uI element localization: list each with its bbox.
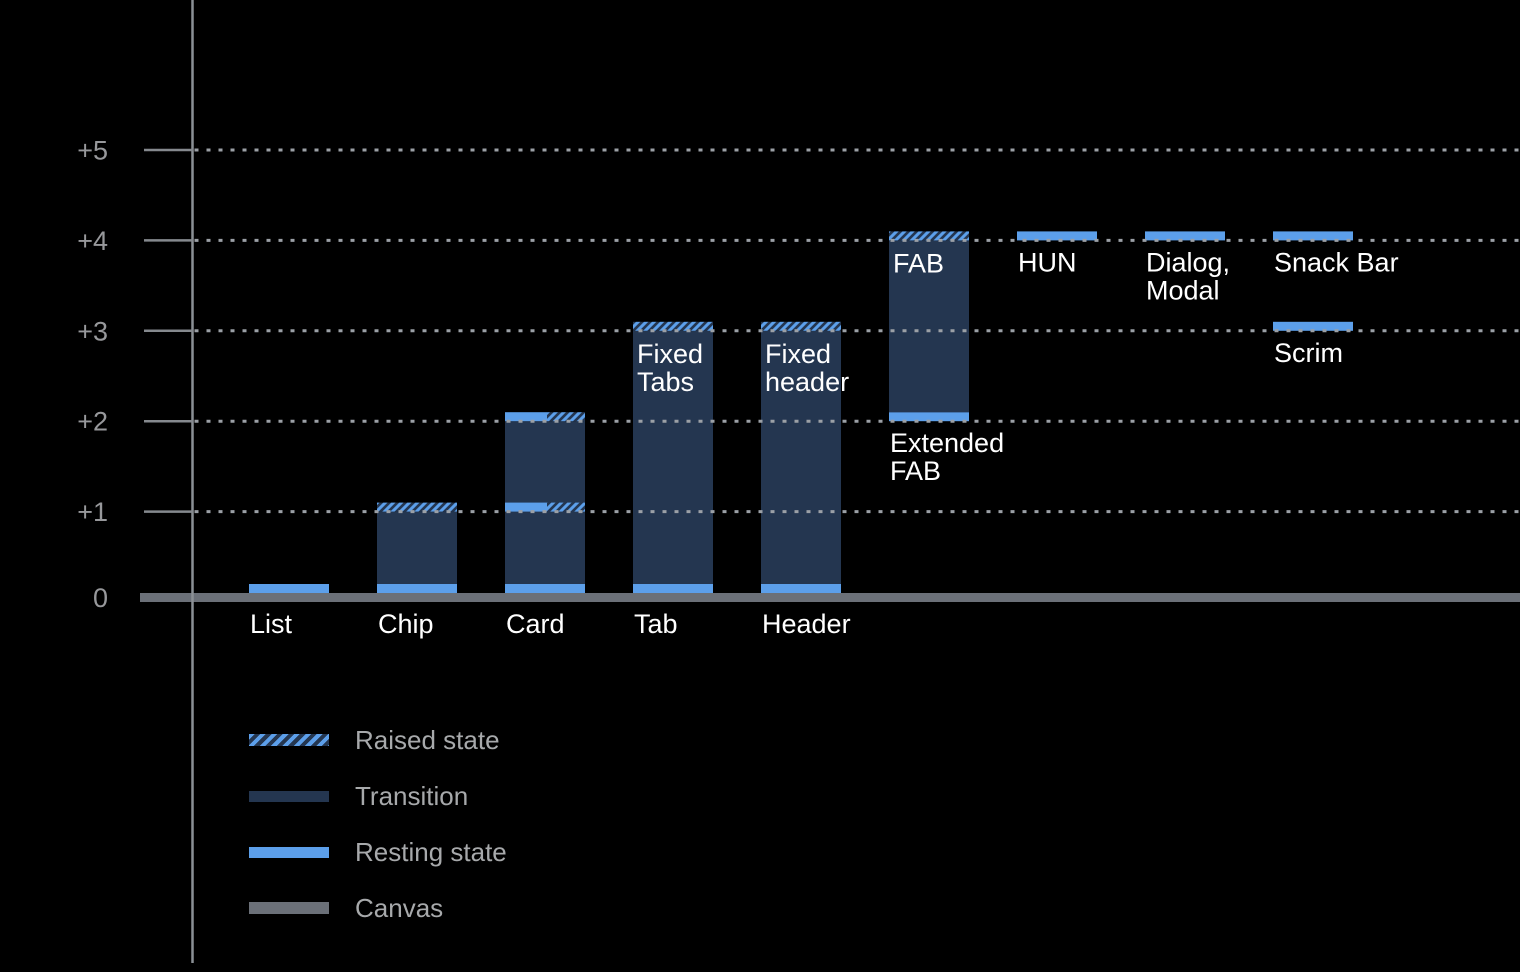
legend-swatch-canvas — [249, 902, 329, 914]
raised-segment — [761, 321, 841, 331]
axis-label-0: 0 — [93, 583, 108, 613]
bar-dialog-modal — [1145, 231, 1225, 241]
legend-label-canvas: Canvas — [355, 892, 444, 923]
axis-label-3: +3 — [77, 316, 108, 346]
resting-segment — [1273, 231, 1353, 241]
resting-segment — [505, 584, 585, 593]
resting-segment — [505, 502, 547, 512]
legend-swatch-resting — [249, 846, 329, 858]
legend-item-canvas: Canvas — [249, 880, 507, 936]
bar-label-header-line2: header — [765, 367, 849, 397]
resting-segment — [633, 584, 713, 593]
bar-label-fab-line1: FAB — [893, 248, 944, 278]
bar-label-tab-line1: Fixed — [637, 339, 703, 369]
bar-hun — [1017, 231, 1097, 241]
bar-chip — [377, 502, 457, 593]
legend-label-resting: Resting state — [355, 836, 507, 867]
bar-label-header-line1: Fixed — [765, 339, 831, 369]
raised-segment — [547, 502, 585, 512]
bar-label-hun-line1: HUN — [1018, 247, 1077, 277]
resting-segment — [249, 584, 329, 593]
legend-item-raised: Raised state — [249, 712, 507, 768]
legend-swatch-raised — [249, 734, 329, 746]
raised-segment — [377, 502, 457, 512]
resting-segment — [1145, 231, 1225, 241]
transition-segment — [633, 330, 713, 584]
legend-swatch-transition — [249, 790, 329, 802]
resting-segment — [761, 584, 841, 593]
column-label-list: List — [250, 609, 293, 639]
resting-segment — [1017, 231, 1097, 241]
bar-label-dialog-modal-line1: Dialog, — [1146, 247, 1230, 277]
bar-label-fab-line1: Extended — [890, 428, 1004, 458]
axis-label-2: +2 — [77, 407, 108, 437]
legend-label-raised: Raised state — [355, 724, 500, 755]
transition-segment — [761, 330, 841, 584]
column-label-header: Header — [762, 609, 851, 639]
bar-snack-bar-scrim — [1273, 231, 1353, 331]
transition-segment — [889, 240, 969, 413]
axis-label-5: +5 — [77, 136, 108, 166]
bar-list — [249, 584, 329, 593]
transition-segment — [377, 511, 457, 584]
bar-header — [761, 321, 841, 593]
legend-label-transition: Transition — [355, 780, 469, 811]
bar-label-dialog-modal-line2: Modal — [1146, 275, 1220, 305]
bar-label-snack-bar-scrim-line1: Snack Bar — [1274, 247, 1399, 277]
bar-fab — [889, 231, 969, 422]
bar-label-tab-line2: Tabs — [637, 367, 694, 397]
bar-card — [505, 412, 585, 593]
bar-tab — [633, 321, 713, 593]
column-label-tab: Tab — [634, 609, 678, 639]
resting-segment — [889, 412, 969, 422]
canvas-baseline — [140, 593, 1520, 602]
raised-segment — [889, 231, 969, 241]
legend-item-transition: Transition — [249, 768, 507, 824]
legend-item-resting: Resting state — [249, 824, 507, 880]
axis-label-1: +1 — [77, 497, 108, 527]
column-label-card: Card — [506, 609, 565, 639]
axis-label-4: +4 — [77, 226, 108, 256]
raised-segment — [547, 412, 585, 422]
resting-segment — [505, 412, 547, 422]
bar-label-snack-bar-scrim-line1: Scrim — [1274, 338, 1343, 368]
resting-segment — [1273, 321, 1353, 331]
column-label-chip: Chip — [378, 609, 434, 639]
resting-segment — [377, 584, 457, 593]
bar-label-fab-line2: FAB — [890, 456, 941, 486]
raised-segment — [633, 321, 713, 331]
chart-legend: Raised state Transition Resting state Canva… — [249, 712, 507, 936]
